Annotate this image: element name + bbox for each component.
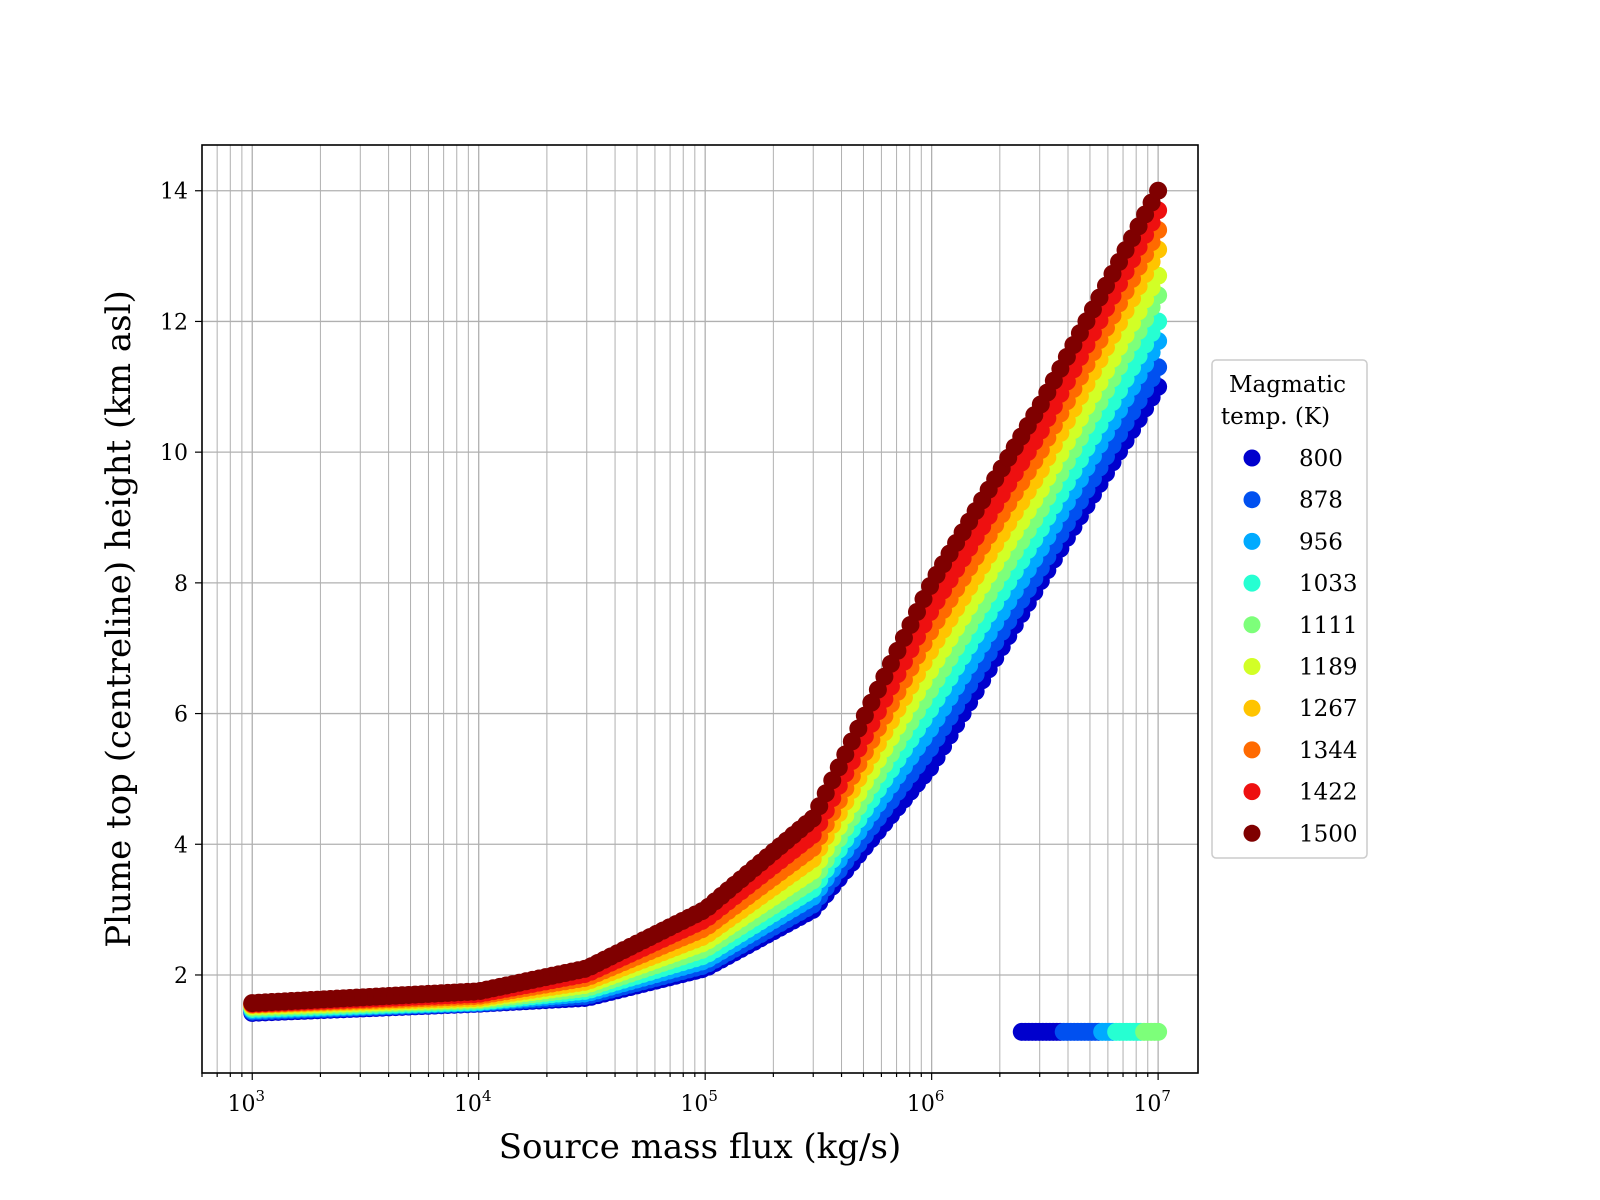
legend-title-line2: temp. (K) (1221, 404, 1330, 430)
axis-ticks: 103 104 105 106 107 2 4 6 8 10 12 14 (160, 180, 1171, 1117)
legend-entry: 1189 (1243, 655, 1358, 681)
y-axis-label: Plume top (centreline) height (km asl) (99, 290, 139, 948)
legend-label: 1344 (1299, 738, 1358, 764)
legend-entry: 1344 (1243, 738, 1358, 764)
legend-marker (1243, 616, 1261, 634)
series-1500 (243, 181, 1168, 1013)
legend-entry: 800 (1243, 446, 1343, 472)
legend: Magmatic temp. (K) 800 878 956 1033 1111 1189… (1211, 359, 1368, 859)
legend-marker (1243, 574, 1261, 592)
legend-marker (1243, 658, 1261, 675)
legend-label: 1422 (1299, 780, 1358, 806)
legend-entry: 878 (1243, 488, 1343, 514)
legend-label: 956 (1299, 529, 1343, 555)
y-tick-label: 4 (174, 833, 188, 858)
collapsed-points (1012, 1022, 1168, 1041)
x-tick-label: 105 (680, 1087, 718, 1117)
plot-frame (201, 144, 1199, 1074)
legend-label: 1033 (1299, 571, 1358, 597)
y-tick-label: 6 (174, 703, 188, 728)
y-tick-label: 10 (160, 441, 188, 466)
y-tick-label: 14 (160, 180, 188, 205)
legend-marker (1243, 532, 1261, 550)
x-axis-label: Source mass flux (kg/s) (499, 1127, 901, 1167)
legend-label: 1111 (1299, 613, 1358, 639)
legend-entry: 1422 (1243, 780, 1358, 806)
legend-label: 800 (1299, 446, 1343, 472)
legend-entry: 1111 (1243, 613, 1358, 639)
data-point (1149, 1022, 1168, 1041)
x-tick-label: 103 (227, 1087, 265, 1117)
legend-entries: 800 878 956 1033 1111 1189 1267 1344 1422 1500 (1243, 446, 1358, 847)
legend-label: 1267 (1299, 696, 1358, 722)
x-tick-label: 107 (1133, 1087, 1171, 1117)
legend-marker (1243, 699, 1261, 717)
legend-marker (1243, 491, 1261, 509)
legend-entry: 1500 (1243, 821, 1358, 847)
y-tick-label: 8 (174, 572, 188, 597)
data-point (1149, 181, 1168, 200)
legend-entry: 1267 (1243, 696, 1358, 722)
legend-entry: 956 (1243, 529, 1343, 555)
legend-marker (1243, 783, 1261, 801)
legend-marker (1243, 741, 1261, 759)
legend-box (1211, 359, 1368, 859)
legend-label: 1500 (1299, 821, 1358, 847)
y-tick-label: 12 (160, 310, 188, 335)
legend-marker (1243, 824, 1261, 842)
legend-marker (1243, 449, 1261, 467)
legend-title-line1: Magmatic (1229, 372, 1346, 398)
legend-label: 1189 (1299, 655, 1358, 681)
y-tick-label: 2 (174, 964, 188, 989)
data-points (243, 181, 1168, 1041)
legend-label: 878 (1299, 488, 1343, 514)
legend-entry: 1033 (1243, 571, 1358, 597)
x-tick-label: 106 (907, 1087, 945, 1117)
x-tick-label: 104 (454, 1087, 492, 1117)
